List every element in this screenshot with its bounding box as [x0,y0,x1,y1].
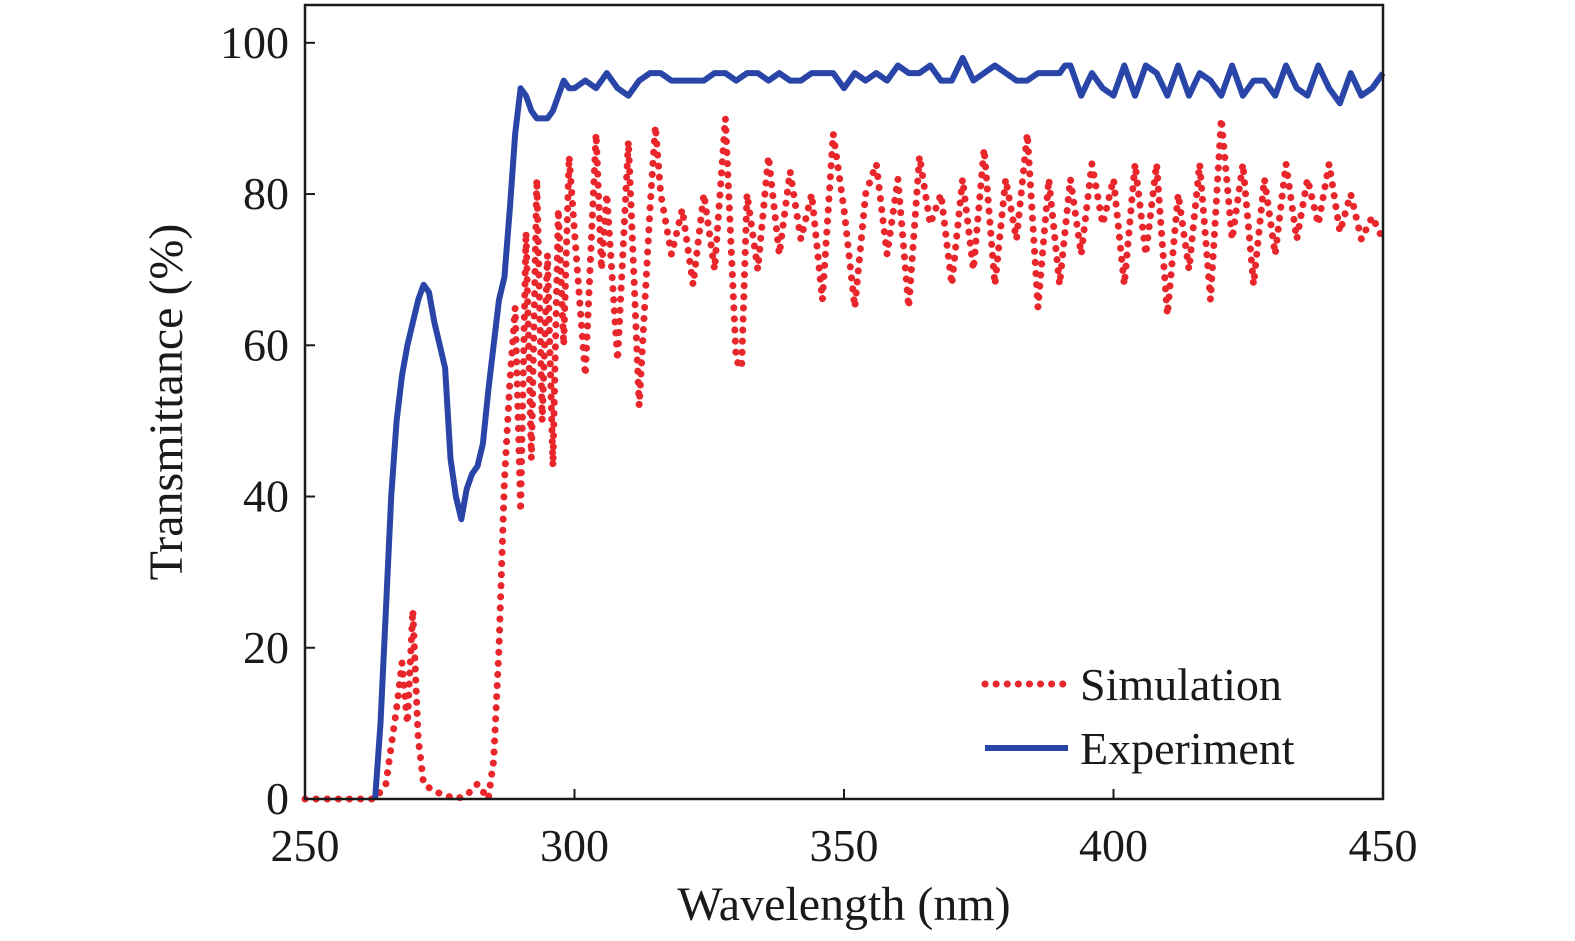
series-line-simulation [301,118,1387,809]
series-layer [301,54,1387,809]
legend-label-experiment: Experiment [1080,723,1295,774]
y-tick-label: 20 [243,622,289,673]
y-tick-label: 80 [243,168,289,219]
y-axis-title: Transmittance (%) [140,224,193,581]
y-tick-label: 40 [243,471,289,522]
y-tick-label: 60 [243,319,289,370]
legend-label-simulation: Simulation [1080,659,1282,710]
x-tick-label: 450 [1349,820,1418,871]
legend: Simulation Experiment [981,659,1295,774]
x-axis-title: Wavelength (nm) [677,878,1010,931]
x-tick-label: 400 [1079,820,1148,871]
x-tick-label: 250 [271,820,340,871]
y-tick-label: 100 [220,17,289,68]
x-tick-label: 350 [810,820,879,871]
x-tick-label: 300 [540,820,609,871]
tick-layer: 250 300 350 400 450 0 20 40 60 80 100 [220,17,1418,871]
series-line-experiment [372,54,1386,800]
y-tick-label: 0 [266,773,289,824]
